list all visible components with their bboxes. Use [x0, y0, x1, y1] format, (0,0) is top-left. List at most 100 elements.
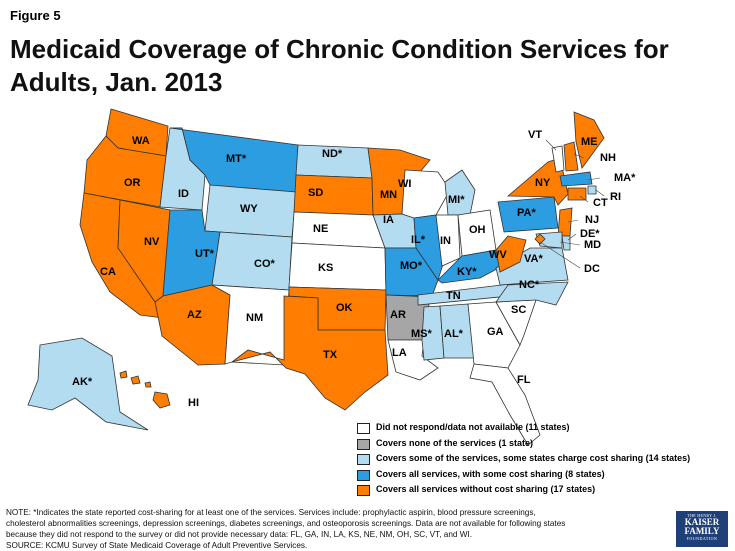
state-fl [469, 363, 541, 446]
state-label-me: ME [581, 136, 598, 148]
state-label-wi: WI [398, 178, 411, 190]
state-label-ca: CA [100, 266, 116, 278]
state-label-or: OR [124, 177, 141, 189]
state-label-wv: WV [489, 249, 507, 261]
state-label-oh: OH [469, 224, 486, 236]
logo-line-4: FOUNDATION [686, 536, 718, 541]
state-ks [288, 242, 387, 291]
state-label-tn: TN [446, 290, 461, 302]
state-label-nv: NV [144, 236, 160, 248]
state-label-ak: AK* [72, 376, 93, 388]
state-label-ok: OK [336, 302, 353, 314]
state-label-in: IN [440, 235, 451, 247]
state-label-pa: PA* [517, 207, 536, 219]
state-label-co: CO* [254, 258, 276, 270]
state-ms [421, 305, 445, 361]
legend-swatch-all-cost-sharing [357, 469, 370, 481]
state-label-ga: GA [487, 326, 504, 338]
state-dc [534, 233, 546, 245]
state-label-dc: DC [584, 263, 600, 275]
state-label-al: AL* [444, 328, 464, 340]
state-label-nh: NH [600, 152, 616, 164]
state-ri [587, 185, 597, 195]
state-mo [384, 247, 439, 297]
state-label-ky: KY* [457, 266, 477, 278]
us-states-map: WA OR CA NV ID MT* WY UT* AZ CO* NM ND* SD NE KS OK TX MN… [27, 108, 636, 446]
note-line: because they did not respond to the surv… [6, 530, 472, 539]
state-label-nm: NM [246, 312, 263, 324]
kff-logo: THE HENRY J. KAISER FAMILY FOUNDATION [676, 511, 728, 547]
state-label-wy: WY [240, 203, 258, 215]
state-label-ne: NE [313, 223, 328, 235]
logo-line-3: FAMILY [684, 526, 720, 536]
state-label-mo: MO* [400, 260, 423, 272]
legend-swatch-all-no-cost-sharing [357, 485, 370, 496]
leader-line-md [559, 241, 581, 246]
state-label-ma: MA* [614, 172, 636, 184]
state-me [573, 111, 605, 169]
figure-label: Figure 5 [10, 8, 61, 23]
state-label-mt: MT* [226, 153, 247, 165]
leader-line-nh [573, 153, 585, 159]
state-label-nj: NJ [585, 214, 599, 226]
state-co [211, 231, 293, 291]
page-title: Medicaid Coverage of Chronic Condition S… [10, 34, 669, 97]
state-label-mn: MN [380, 189, 397, 201]
legend-label-all-no-cost-sharing: Covers all services without cost sharing… [376, 484, 596, 494]
leader-line-ri [595, 189, 605, 197]
footnote: NOTE: *Indicates the state reported cost… [6, 507, 668, 551]
leader-line-vt [545, 139, 557, 151]
state-va [495, 247, 569, 286]
note-line: NOTE: *Indicates the state reported cost… [6, 508, 536, 517]
state-ga [467, 301, 521, 369]
state-il [413, 214, 446, 281]
state-label-mi: MI* [448, 194, 465, 206]
state-az [154, 284, 231, 366]
state-label-de: DE* [580, 228, 600, 240]
state-vt [551, 145, 565, 173]
state-mi [444, 169, 476, 216]
legend-label-some-services: Covers some of the services, some states… [376, 453, 691, 463]
state-nh [563, 141, 579, 172]
state-label-ar: AR [390, 309, 406, 321]
state-label-vt: VT [528, 129, 542, 141]
state-label-id: ID [178, 188, 189, 200]
note-line: cholesterol abnormalities screenings, de… [6, 519, 566, 528]
state-label-ms: MS* [411, 328, 433, 340]
state-wv [495, 235, 527, 273]
state-hi [119, 370, 171, 409]
legend-label-all-cost-sharing: Covers all services, with some cost shar… [376, 468, 605, 479]
legend-label-none-data: Did not respond/data not available (11 s… [376, 422, 570, 432]
state-label-md: MD [584, 239, 601, 251]
state-label-ks: KS [318, 262, 333, 274]
legend-swatch-none-services [357, 438, 370, 450]
leader-line-dc [539, 241, 581, 269]
state-label-il: IL* [411, 234, 426, 246]
state-label-az: AZ [187, 309, 202, 321]
state-label-sd: SD [308, 187, 323, 199]
state-ak [27, 337, 149, 431]
state-label-ny: NY [535, 177, 551, 189]
state-label-nc: NC* [519, 279, 540, 291]
state-nc [495, 281, 569, 306]
state-ma [559, 171, 593, 187]
state-label-fl: FL [517, 374, 531, 386]
state-pa [497, 196, 559, 233]
state-label-va: VA* [524, 253, 543, 265]
state-label-wa: WA [132, 135, 150, 147]
leader-line-ct [579, 195, 589, 203]
state-label-ut: UT* [195, 248, 215, 260]
state-label-hi: HI [188, 397, 199, 409]
leader-line-de [567, 233, 577, 241]
leader-line-nj [567, 219, 579, 223]
state-ne [291, 211, 386, 249]
state-tx [231, 295, 389, 411]
state-sd [293, 174, 374, 216]
state-label-nd: ND* [322, 148, 343, 160]
state-label-ct: CT [593, 197, 608, 209]
leader-line-ma [587, 177, 601, 181]
state-label-ri: RI [610, 191, 621, 203]
logo-line-1: THE HENRY J. [687, 513, 717, 518]
state-label-tx: TX [323, 349, 338, 361]
legend-label-none-services: Covers none of the services (1 state) [376, 437, 534, 448]
